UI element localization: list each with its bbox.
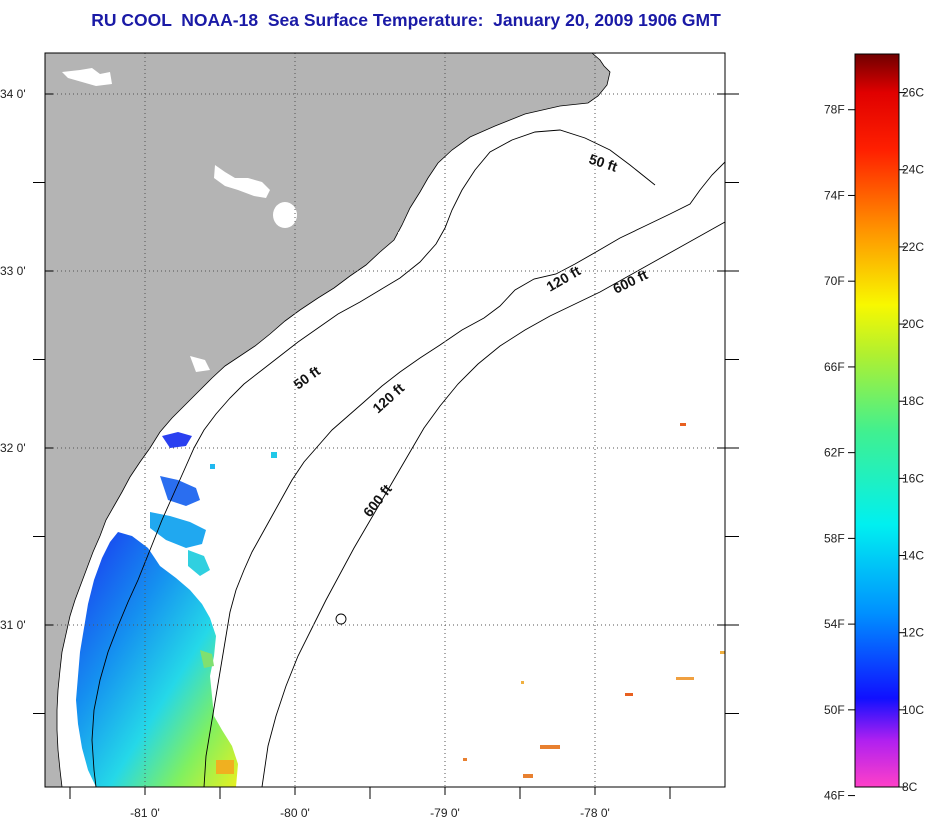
contour-600ft (261, 221, 725, 787)
longitude-label: -79 0' (430, 806, 460, 817)
sst-patch (160, 476, 200, 506)
inland-lake (62, 68, 112, 86)
sst-swath (76, 532, 238, 787)
celsius-label: 20C (902, 317, 924, 331)
longitude-labels: -81 0' -80 0' -79 0' -78 0' (130, 806, 610, 817)
celsius-label: 14C (902, 549, 924, 563)
celsius-label: 12C (902, 626, 924, 640)
celsius-label: 10C (902, 703, 924, 717)
latitude-label: 31 0' (0, 618, 26, 632)
fahrenheit-label: 70F (824, 274, 845, 288)
fahrenheit-label: 46F (824, 789, 845, 803)
map-frame (44, 52, 726, 788)
sst-patch (200, 650, 214, 668)
sst-pixel (720, 651, 725, 654)
graticule (33, 53, 739, 799)
fahrenheit-labels: 78F 74F 70F 66F 62F 58F 54F 50F 46F (824, 103, 845, 803)
map-panel[interactable]: 50 ft 50 ft 120 ft 120 ft 600 ft 600 ft … (0, 52, 739, 817)
fahrenheit-label: 74F (824, 188, 845, 202)
fahrenheit-label: 58F (824, 531, 845, 545)
inland-lake (273, 202, 297, 228)
sst-patch (188, 550, 210, 576)
contour-600ft-ring (335, 613, 347, 625)
inland-lake (214, 165, 270, 198)
latitude-label: 32 0' (0, 441, 26, 455)
sst-pixel (676, 677, 694, 680)
sst-patch (162, 432, 192, 448)
inland-lake (190, 356, 210, 372)
sst-pixel (521, 681, 524, 684)
celsius-label: 22C (902, 240, 924, 254)
latitude-label: 34 0' (0, 87, 26, 101)
fahrenheit-label: 50F (824, 703, 845, 717)
sst-pixel (523, 774, 533, 778)
latitude-label: 33 0' (0, 264, 26, 278)
latitude-labels: 34 0' 33 0' 32 0' 31 0' (0, 87, 26, 632)
fahrenheit-label: 78F (824, 103, 845, 117)
page-title: RU COOL NOAA-18 Sea Surface Temperature:… (91, 10, 721, 30)
sst-pixel (680, 423, 686, 426)
celsius-label: 8C (902, 780, 918, 794)
celsius-labels: 26C 24C 22C 20C 18C 16C 14C 12C 10C 8C (902, 86, 924, 794)
sst-patch (150, 512, 206, 548)
color-scale-bar (854, 53, 900, 788)
color-scale-ticks (848, 92, 906, 797)
sst-pixel (625, 693, 633, 696)
sst-pixel (210, 464, 215, 469)
celsius-label: 24C (902, 163, 924, 177)
color-scale: 78F 74F 70F 66F 62F 58F 54F 50F 46F 26C 24C 22C 20C… (824, 53, 924, 803)
sst-pixel (540, 745, 560, 749)
fahrenheit-label: 66F (824, 360, 845, 374)
sst-pixel (216, 760, 234, 774)
celsius-label: 16C (902, 471, 924, 485)
celsius-label: 18C (902, 394, 924, 408)
inland-lake (398, 232, 410, 248)
land-area (45, 53, 611, 787)
fahrenheit-label: 62F (824, 446, 845, 460)
longitude-label: -78 0' (580, 806, 610, 817)
longitude-label: -81 0' (130, 806, 160, 817)
celsius-label: 26C (902, 86, 924, 100)
contour-120ft (203, 161, 725, 787)
fahrenheit-label: 54F (824, 617, 845, 631)
contour-50ft (91, 129, 656, 787)
sst-pixel (463, 758, 467, 761)
longitude-label: -80 0' (280, 806, 310, 817)
sst-pixel (271, 452, 277, 458)
